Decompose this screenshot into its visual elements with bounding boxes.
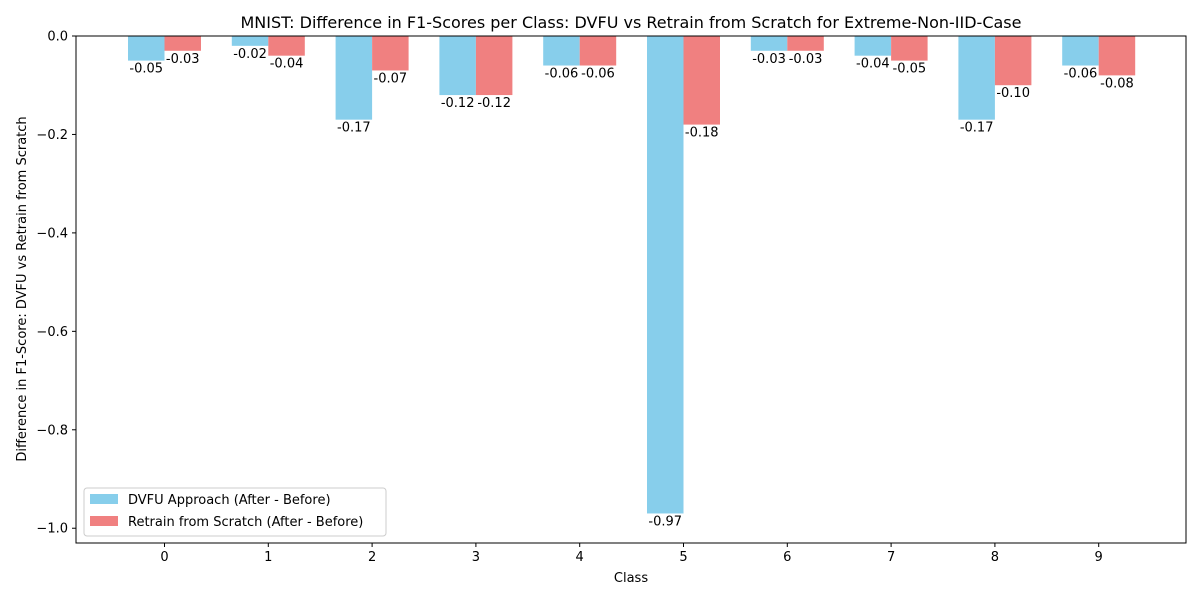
bar-value-label: -0.07	[374, 71, 408, 86]
chart-title: MNIST: Difference in F1-Scores per Class…	[241, 13, 1022, 32]
legend-swatch-series-2	[90, 516, 118, 526]
x-tick-label: 7	[887, 550, 895, 565]
bar-series-2-class-2	[372, 36, 409, 71]
x-axis: 0 1 2 3 4 5 6 7 8 9	[160, 543, 1103, 565]
legend: DVFU Approach (After - Before) Retrain fr…	[83, 487, 387, 537]
bar-series-1-class-2	[335, 36, 373, 120]
bar-series-1-class-1	[231, 36, 269, 46]
bar-series-2-class-5	[683, 36, 720, 125]
bar-value-label: -0.17	[960, 121, 994, 136]
x-tick-label: 0	[160, 550, 168, 565]
bar-value-label: -0.03	[789, 52, 823, 67]
bar-series-1-class-8	[958, 36, 995, 120]
bar-series-2-class-6	[787, 36, 824, 51]
bar-value-label: -0.04	[856, 57, 890, 72]
x-tick-label: 5	[679, 550, 687, 565]
bar-series-2-class-8	[994, 36, 1032, 86]
x-tick-label: 8	[991, 550, 999, 565]
y-tick-label: −0.4	[36, 226, 68, 241]
bar-value-label: -0.03	[166, 52, 200, 67]
bar-series-2-class-1	[268, 36, 305, 56]
bar-value-label: -0.10	[996, 86, 1030, 101]
bar-value-label: -0.05	[129, 62, 163, 77]
bar-series-1-class-6	[750, 36, 788, 51]
y-tick-label: −1.0	[36, 522, 68, 537]
x-tick-label: 3	[472, 550, 480, 565]
bar-series-2-class-4	[579, 36, 617, 66]
x-tick-label: 9	[1095, 550, 1103, 565]
bar-series-1-class-7	[854, 36, 892, 56]
x-tick-label: 4	[576, 550, 584, 565]
bar-value-label: -0.12	[477, 96, 511, 111]
x-tick-label: 6	[783, 550, 791, 565]
legend-label-series-1: DVFU Approach (After - Before)	[128, 493, 331, 508]
x-tick-label: 1	[264, 550, 272, 565]
legend-swatch-series-1	[90, 494, 118, 504]
bar-value-label: -0.02	[233, 47, 267, 62]
legend-label-series-2: Retrain from Scratch (After - Before)	[128, 515, 363, 530]
bar-value-label: -0.12	[441, 96, 475, 111]
y-tick-label: −0.6	[36, 325, 68, 340]
plot-frame	[75, 35, 1187, 544]
y-tick-label: −0.8	[36, 423, 68, 438]
bar-value-label: -0.17	[337, 121, 371, 136]
bar-value-label: -0.06	[545, 67, 579, 82]
bar-value-label: -0.06	[1064, 67, 1098, 82]
bar-value-label: -0.08	[1100, 76, 1134, 91]
y-axis: 0.0 −0.2 −0.4 −0.6 −0.8 −1.0	[36, 30, 76, 537]
x-axis-label: Class	[614, 571, 648, 586]
bar-series-2-class-7	[891, 36, 928, 61]
bar-value-label: -0.05	[893, 62, 927, 77]
bar-series-1-class-5	[647, 36, 684, 514]
bar-series-2-class-0	[164, 36, 201, 51]
bar-series-1-class-0	[128, 36, 165, 61]
bar-value-label: -0.18	[685, 126, 719, 141]
bar-value-label: -0.03	[752, 52, 786, 67]
y-tick-label: 0.0	[47, 30, 68, 45]
bar-labels-layer: -0.05 -0.02 -0.17 -0.12 -0.06 -0.97 -0.03 -0.04…	[129, 47, 1133, 530]
bar-value-label: -0.06	[581, 67, 615, 82]
bar-series-1-class-3	[439, 36, 476, 96]
y-axis-label: Difference in F1-Score: DVFU vs Retrain …	[15, 116, 30, 461]
bar-value-label: -0.04	[270, 57, 304, 72]
x-tick-label: 2	[368, 550, 376, 565]
bar-value-label: -0.97	[648, 514, 682, 529]
legend-box	[83, 487, 387, 537]
bar-series-1-class-4	[543, 36, 580, 66]
bars-layer	[128, 36, 1136, 514]
bar-series-2-class-3	[475, 36, 513, 96]
bar-series-2-class-9	[1098, 36, 1136, 76]
bar-series-1-class-9	[1062, 36, 1099, 66]
y-tick-label: −0.2	[36, 128, 68, 143]
